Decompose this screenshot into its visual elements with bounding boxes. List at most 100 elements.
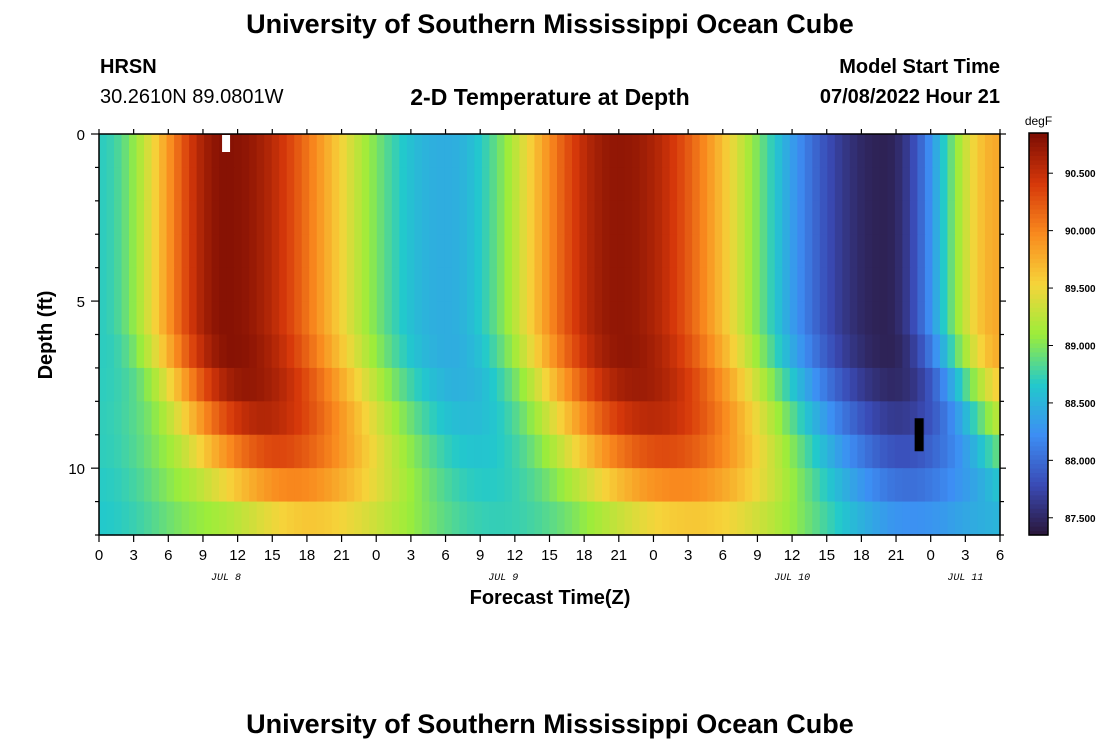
heatmap-cell <box>924 468 934 503</box>
heatmap-cell <box>752 434 761 469</box>
min-marker <box>914 418 924 452</box>
x-tick-label: 3 <box>407 547 415 564</box>
colorbar-cell <box>1029 164 1048 170</box>
heatmap-cell <box>481 501 491 536</box>
heatmap-cell <box>684 334 693 369</box>
heatmap-cell <box>932 200 941 235</box>
heatmap-cell <box>511 401 521 436</box>
heatmap-cell <box>572 234 581 269</box>
heatmap-cell <box>849 367 858 402</box>
heatmap-cell <box>624 501 633 536</box>
heatmap-cell <box>819 501 828 536</box>
heatmap-cell <box>226 167 235 202</box>
heatmap-cell <box>429 301 438 336</box>
heatmap-cell <box>121 367 130 402</box>
heatmap-cell <box>541 434 551 469</box>
heatmap-cell <box>309 334 318 369</box>
heatmap-cell <box>692 468 701 503</box>
heatmap-cell <box>406 301 415 336</box>
heatmap-cell <box>324 301 333 336</box>
x-tick-label: 18 <box>853 547 870 564</box>
colorbar-cell <box>1029 356 1048 362</box>
heatmap-cell <box>594 468 603 503</box>
heatmap-cell <box>256 267 265 302</box>
heatmap-cell <box>114 501 123 536</box>
heatmap-cell <box>234 134 243 169</box>
heatmap-cell <box>789 234 798 269</box>
heatmap-cell <box>211 334 220 369</box>
heatmap-cell <box>549 501 558 536</box>
heatmap-cell <box>797 301 806 336</box>
heatmap-cell <box>677 134 686 169</box>
heatmap-cell <box>842 334 851 369</box>
heatmap-cell <box>864 267 873 302</box>
heatmap-cell <box>617 200 626 235</box>
heatmap-cell <box>684 200 693 235</box>
heatmap-cell <box>729 134 738 169</box>
heatmap-cell <box>189 234 198 269</box>
heatmap-cell <box>354 134 363 169</box>
heatmap-cell <box>504 167 513 202</box>
heatmap-cell <box>564 167 573 202</box>
heatmap-cell <box>384 401 393 436</box>
heatmap-cell <box>421 434 430 469</box>
heatmap-cell <box>609 134 618 169</box>
heatmap-cell <box>331 301 340 336</box>
heatmap-cell <box>511 301 521 336</box>
heatmap-cell <box>932 134 941 169</box>
colorbar-cell <box>1029 289 1048 295</box>
heatmap-cell <box>234 200 243 235</box>
heatmap-cell <box>864 200 873 235</box>
heatmap-cell <box>279 401 288 436</box>
heatmap-cell <box>572 301 581 336</box>
heatmap-cell <box>969 301 979 336</box>
heatmap-cell <box>271 434 280 469</box>
heatmap-cell <box>301 367 310 402</box>
heatmap-cell <box>842 200 851 235</box>
heatmap-cell <box>474 200 483 235</box>
heatmap-cell <box>707 401 716 436</box>
heatmap-cell <box>519 267 528 302</box>
heatmap-cell <box>294 200 303 235</box>
heatmap-cell <box>609 234 618 269</box>
heatmap-cell <box>819 234 828 269</box>
colorbar-cell <box>1029 414 1048 420</box>
heatmap-cell <box>932 234 941 269</box>
heatmap-cell <box>714 301 723 336</box>
heatmap-cell <box>211 267 220 302</box>
heatmap-cell <box>879 200 888 235</box>
heatmap-cell <box>151 167 160 202</box>
heatmap-cell <box>984 501 994 536</box>
colorbar-cell <box>1029 325 1048 331</box>
heatmap-cell <box>917 434 926 469</box>
colorbar-cell <box>1029 311 1048 317</box>
heatmap-cell <box>226 468 235 503</box>
colorbar-cell <box>1029 329 1048 335</box>
heatmap-cell <box>174 301 183 336</box>
heatmap-cell <box>917 301 926 336</box>
heatmap-cell <box>309 401 318 436</box>
heatmap-cell <box>159 167 168 202</box>
heatmap-cell <box>707 167 716 202</box>
heatmap-cell <box>639 434 648 469</box>
heatmap-cell <box>466 367 476 402</box>
heatmap-cell <box>234 501 243 536</box>
heatmap-cell <box>617 367 626 402</box>
heatmap-cell <box>797 501 806 536</box>
heatmap-cell <box>767 200 776 235</box>
heatmap-cell <box>181 200 190 235</box>
heatmap-cell <box>887 401 896 436</box>
heatmap-cell <box>196 468 205 503</box>
heatmap-cell <box>219 301 228 336</box>
heatmap-cell <box>617 401 626 436</box>
heatmap-cell <box>969 334 979 369</box>
colorbar-cell <box>1029 503 1048 509</box>
heatmap-cell <box>714 501 723 536</box>
heatmap-cell <box>496 334 506 369</box>
heatmap-cell <box>602 434 611 469</box>
heatmap-cell <box>692 334 701 369</box>
colorbar-cell <box>1029 298 1048 304</box>
heatmap-cell <box>557 234 566 269</box>
heatmap-cell <box>992 334 1001 369</box>
colorbar-cell <box>1029 427 1048 433</box>
